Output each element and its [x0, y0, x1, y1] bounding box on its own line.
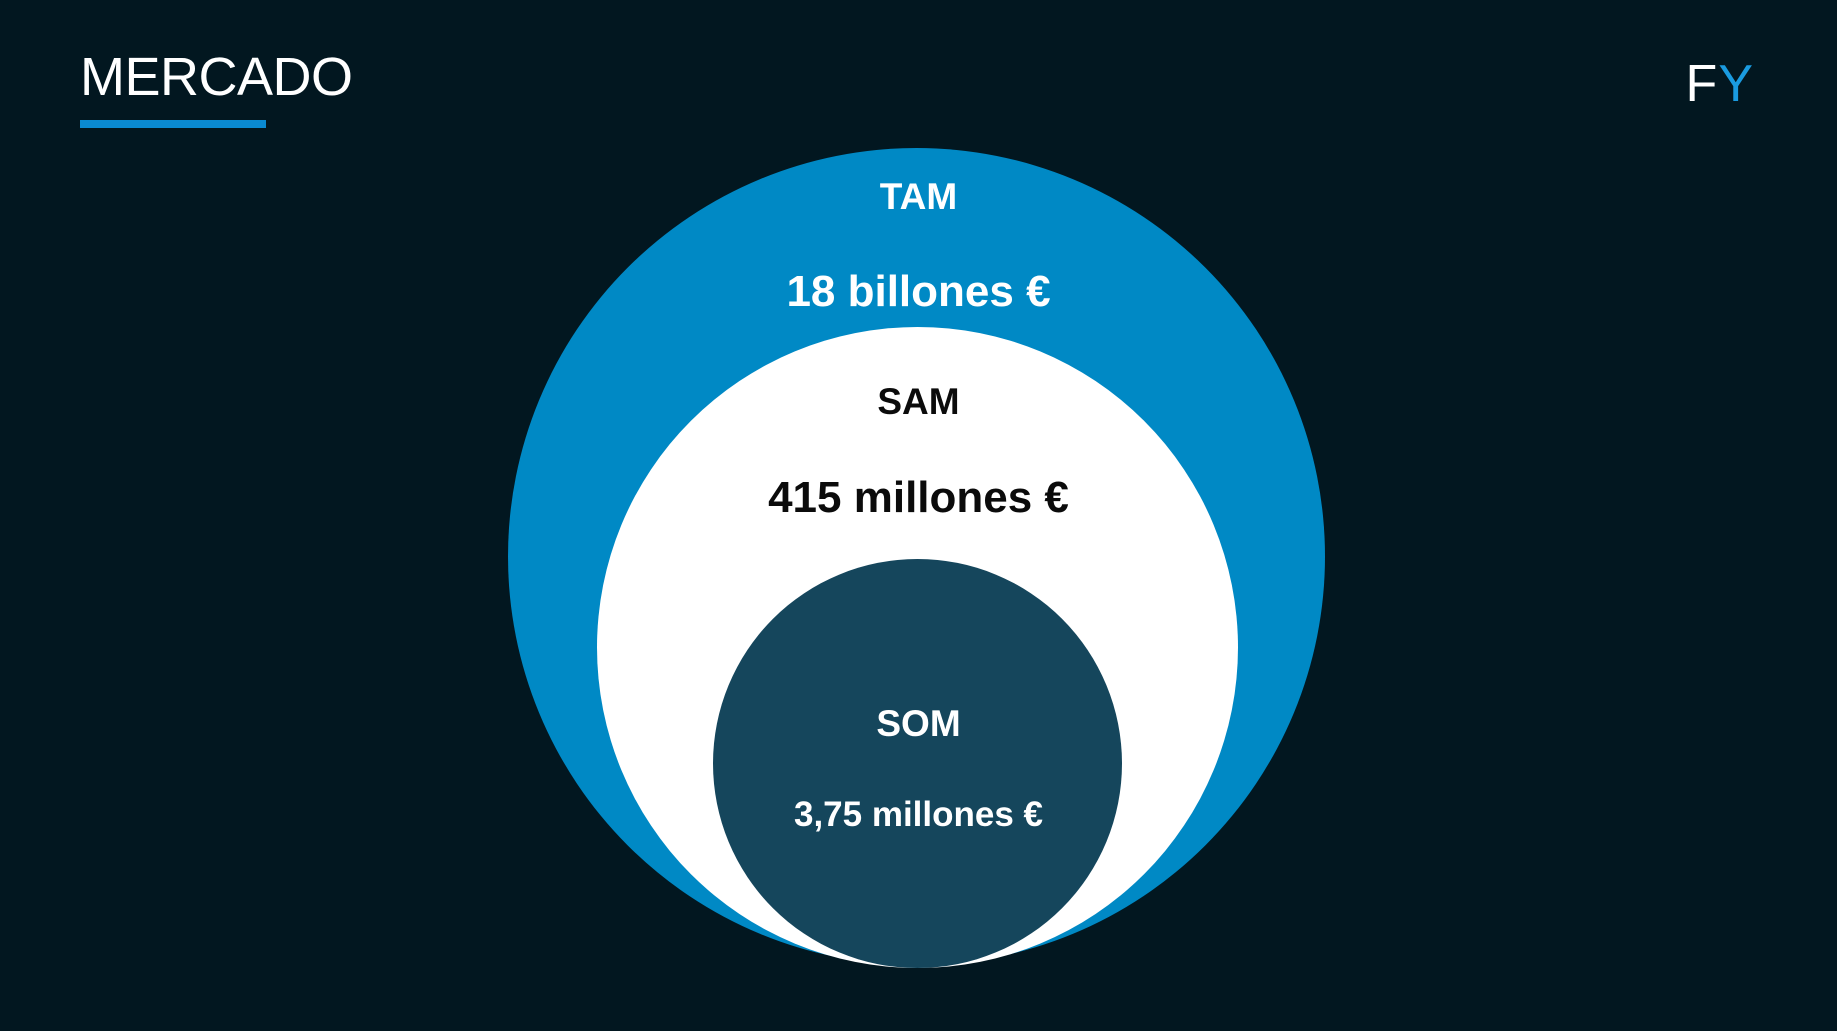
title-underline — [80, 120, 266, 128]
brand-logo: FY — [1686, 58, 1754, 110]
logo-letter-f: F — [1685, 55, 1719, 113]
tam-label: TAM — [879, 176, 958, 217]
page-title: MERCADO — [80, 47, 353, 107]
som-value: 3,75 millones € — [793, 795, 1044, 834]
som-circle — [713, 559, 1122, 968]
sam-label: SAM — [877, 381, 960, 422]
tam-value: 18 billones € — [786, 267, 1051, 316]
som-label: SOM — [876, 703, 961, 744]
sam-value: 415 millones € — [768, 473, 1069, 522]
logo-letter-y: Y — [1718, 55, 1754, 113]
